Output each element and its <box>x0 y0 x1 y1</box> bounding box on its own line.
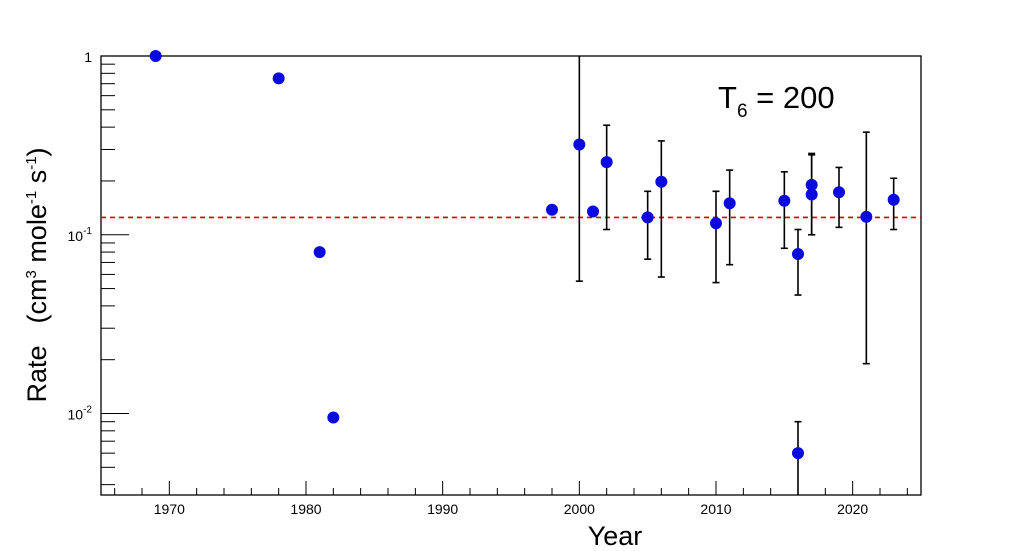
data-point <box>272 72 285 85</box>
data-point <box>792 447 804 460</box>
data-point <box>573 138 586 151</box>
data-points <box>149 50 900 460</box>
y-tick-labels: 1 10-1 10-2 <box>68 49 93 423</box>
data-point <box>778 194 791 207</box>
x-tick-label: 1990 <box>427 501 458 517</box>
y-axis-unit: (cm <box>22 279 52 324</box>
axis-ticks <box>101 55 908 495</box>
y-tick-label: 10-1 <box>68 226 93 244</box>
x-tick-label: 1980 <box>290 501 321 517</box>
x-axis-title: Year <box>588 521 643 551</box>
y-tick-label: 1 <box>84 49 92 65</box>
y-tick-label: 10-2 <box>68 405 93 423</box>
data-point <box>149 50 162 62</box>
x-tick-label: 2000 <box>564 501 595 517</box>
data-point <box>860 210 873 223</box>
plot-frame <box>100 55 922 496</box>
data-point <box>655 175 668 188</box>
data-point <box>805 188 818 201</box>
data-point <box>327 411 340 424</box>
data-point <box>313 246 326 259</box>
y-axis-name: Rate <box>22 346 52 403</box>
data-point <box>805 178 818 191</box>
data-point <box>887 193 900 206</box>
data-point <box>792 248 804 261</box>
data-point <box>546 203 558 216</box>
data-point <box>600 156 613 169</box>
error-bars <box>575 56 898 495</box>
temperature-annotation: T6 = 200 <box>718 80 835 122</box>
data-point <box>587 205 599 218</box>
x-tick-label: 1970 <box>154 501 185 517</box>
x-tick-labels: 1970 1980 1990 2000 2010 2020 <box>154 501 869 517</box>
data-point <box>641 211 654 224</box>
y-axis-title: Rate(cm3 mole-1 s-1) <box>22 147 52 402</box>
data-point <box>723 197 736 210</box>
data-point <box>833 186 845 199</box>
x-tick-label: 2010 <box>700 501 731 517</box>
data-point <box>710 217 722 230</box>
x-tick-label: 2020 <box>837 501 868 517</box>
